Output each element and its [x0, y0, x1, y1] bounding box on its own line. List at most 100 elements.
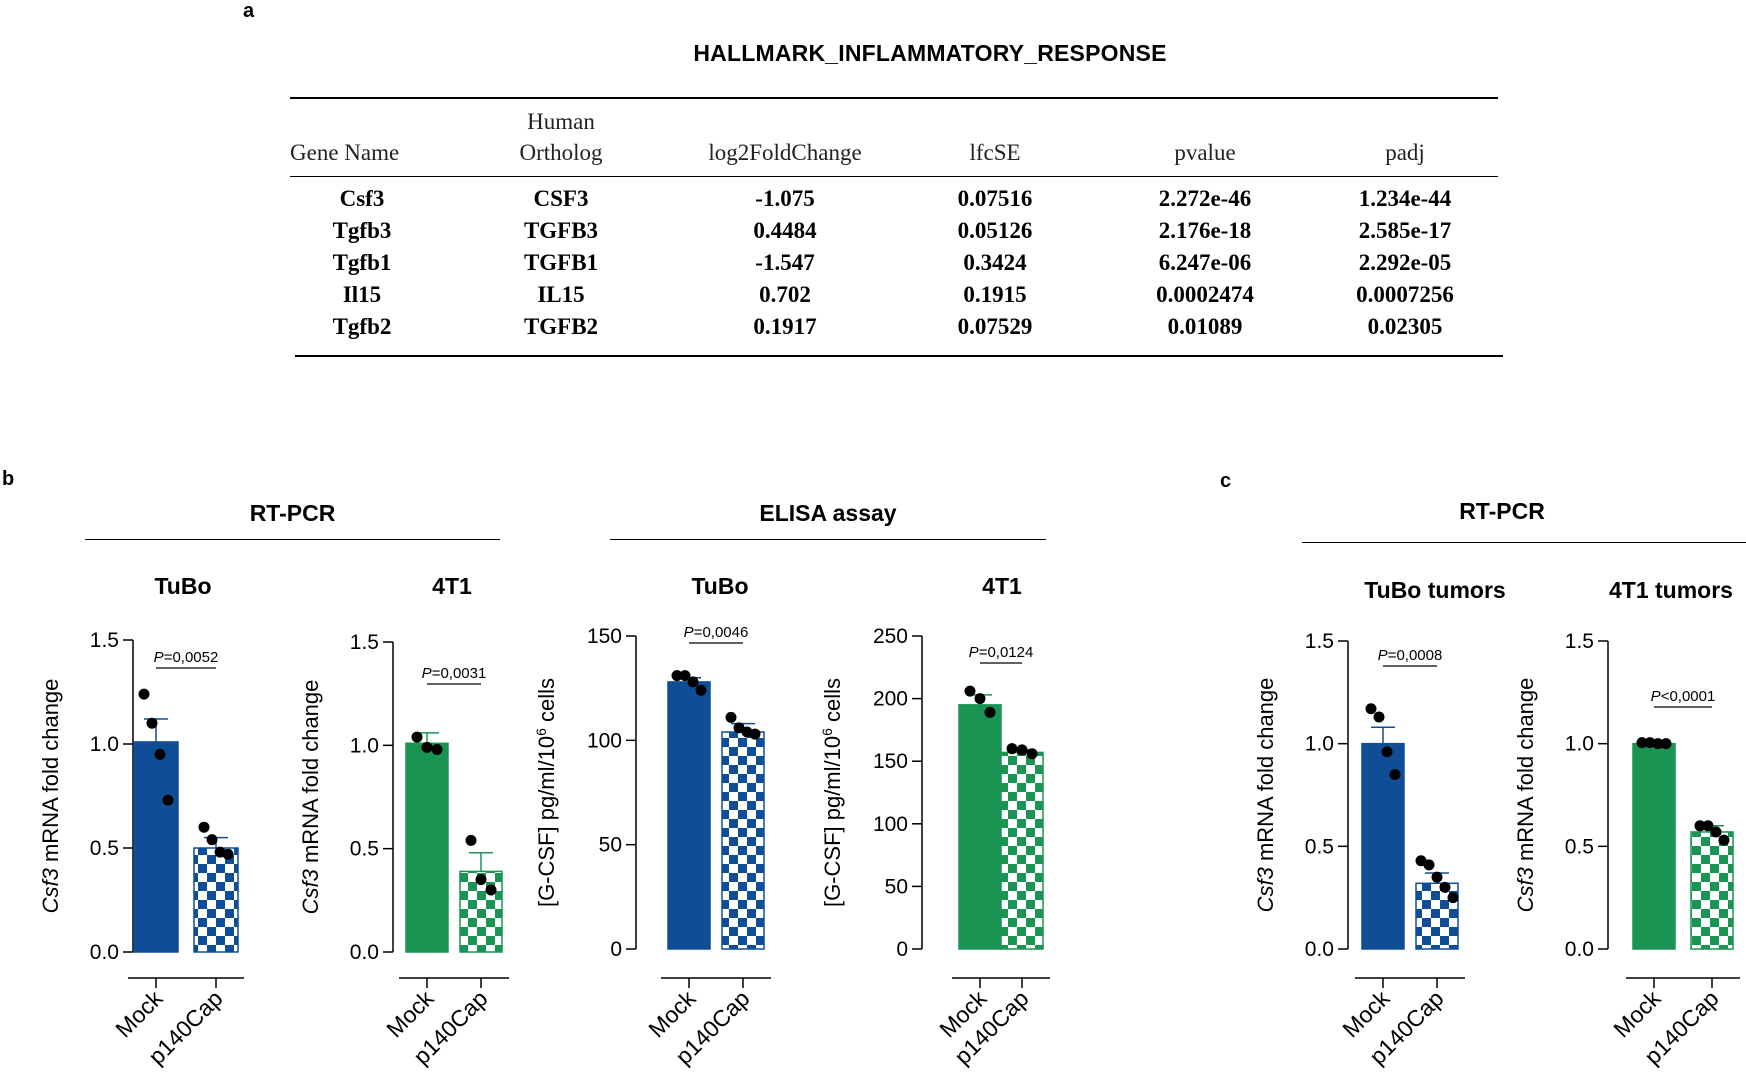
y-tick-label: 100	[873, 813, 908, 836]
y-tick-label: 1.5	[1305, 630, 1334, 653]
bar-mock	[667, 681, 711, 950]
panel-label-c: c	[1220, 470, 1232, 492]
panel-label-a: a	[243, 0, 255, 22]
bar-p140cap	[1690, 831, 1734, 950]
data-point	[1702, 820, 1714, 832]
bar-p140cap	[1000, 751, 1044, 950]
data-point	[1644, 737, 1656, 749]
data-point	[1636, 737, 1648, 749]
table-cell: IL15	[537, 282, 585, 307]
header-human-line1: Human	[527, 109, 595, 134]
y-axis-label: Csf3 mRNA fold change	[298, 680, 323, 915]
data-point	[671, 670, 683, 682]
data-point	[1694, 820, 1706, 832]
bar-mock	[133, 741, 179, 953]
header-pvalue: pvalue	[1174, 140, 1236, 165]
y-axis-label: Csf3 mRNA fold change	[1513, 678, 1538, 913]
header-lfcse: lfcSE	[969, 140, 1021, 165]
table-cell: Tgfb3	[332, 218, 392, 243]
data-point	[1026, 748, 1038, 760]
table-header-rule	[290, 176, 1498, 177]
chart-title: TuBo	[154, 573, 211, 599]
chart-title: 4T1	[432, 573, 472, 599]
table-cell: 1.234e-44	[1358, 186, 1452, 211]
pvalue-label: P=0,0031	[422, 665, 487, 682]
table-cell: 6.247e-06	[1158, 250, 1252, 275]
chart-title: TuBo	[691, 573, 748, 599]
data-point	[431, 743, 443, 755]
data-point	[1365, 703, 1377, 715]
data-point	[421, 741, 433, 753]
table-cell: 0.3424	[963, 250, 1027, 275]
chart-title: 4T1	[982, 573, 1022, 599]
data-point	[138, 688, 150, 700]
table-top-rule	[290, 97, 1498, 99]
y-tick-label: 0.5	[1305, 835, 1334, 858]
data-point	[695, 684, 707, 696]
y-axis-label: [G-CSF] pg/ml/106 cells	[819, 678, 845, 907]
header-human-line2: Ortholog	[519, 140, 603, 165]
bar-mock	[1632, 742, 1676, 950]
table-cell: 0.1915	[963, 282, 1027, 307]
chart-title: TuBo tumors	[1364, 577, 1505, 603]
data-point	[1660, 738, 1672, 750]
data-point	[687, 676, 699, 688]
y-tick-label: 1.5	[1565, 630, 1594, 653]
data-point	[198, 821, 210, 833]
data-point	[411, 731, 423, 743]
data-point	[1710, 826, 1722, 838]
data-point	[1652, 738, 1664, 750]
table-cell: TGFB1	[523, 250, 599, 275]
data-point	[154, 748, 166, 760]
y-tick-label: 0.0	[1565, 938, 1594, 961]
y-tick-label: 0.0	[90, 941, 119, 964]
section-title-b-elisa: ELISA assay	[759, 500, 897, 526]
data-point	[679, 670, 691, 682]
data-point	[206, 834, 218, 846]
y-tick-label: 250	[873, 625, 908, 648]
y-axis-label: [G-CSF] pg/ml/106 cells	[533, 678, 559, 907]
y-tick-label: 50	[885, 875, 908, 898]
y-tick-label: 0	[896, 938, 908, 961]
y-tick-label: 1.0	[1565, 733, 1594, 756]
data-point	[222, 848, 234, 860]
table-cell: 0.01089	[1167, 314, 1243, 339]
data-point	[1718, 834, 1730, 846]
data-point	[1016, 744, 1028, 756]
data-point	[465, 834, 477, 846]
data-point	[1439, 881, 1451, 893]
header-log2fc: log2FoldChange	[708, 140, 862, 165]
table-cell: Tgfb2	[332, 314, 392, 339]
y-tick-label: 0.5	[350, 838, 379, 861]
data-point	[475, 874, 487, 886]
data-point	[725, 711, 737, 723]
data-point	[1389, 768, 1401, 780]
data-point	[1431, 871, 1443, 883]
y-tick-label: 1.0	[350, 734, 379, 757]
y-tick-label: 1.5	[90, 629, 119, 652]
y-tick-label: 1.5	[350, 631, 379, 654]
y-axis-label: Csf3 mRNA fold change	[38, 679, 63, 914]
y-axis-label: Csf3 mRNA fold change	[1253, 678, 1278, 913]
y-tick-label: 0.5	[90, 837, 119, 860]
section-rule-b-rtpcr	[85, 539, 500, 540]
y-tick-label: 200	[873, 688, 908, 711]
data-point	[1006, 743, 1018, 755]
data-point	[974, 693, 986, 705]
data-point	[964, 685, 976, 697]
pvalue-label: P=0,0124	[969, 644, 1034, 661]
table-cell: Tgfb1	[332, 250, 392, 275]
table-cell: 0.07516	[957, 186, 1033, 211]
section-title-b-rtpcr: RT-PCR	[249, 500, 336, 526]
data-point	[485, 884, 497, 896]
bar-p140cap	[721, 731, 765, 950]
y-tick-label: 0	[610, 938, 622, 961]
table-cell: Csf3	[339, 186, 385, 211]
y-tick-label: 150	[587, 625, 622, 648]
table-cell: 0.02305	[1367, 314, 1443, 339]
table-cell: 2.585e-17	[1358, 218, 1452, 243]
pvalue-label: P=0,0008	[1378, 647, 1443, 664]
y-tick-label: 1.0	[1305, 733, 1334, 756]
table-cell: 0.07529	[957, 314, 1033, 339]
